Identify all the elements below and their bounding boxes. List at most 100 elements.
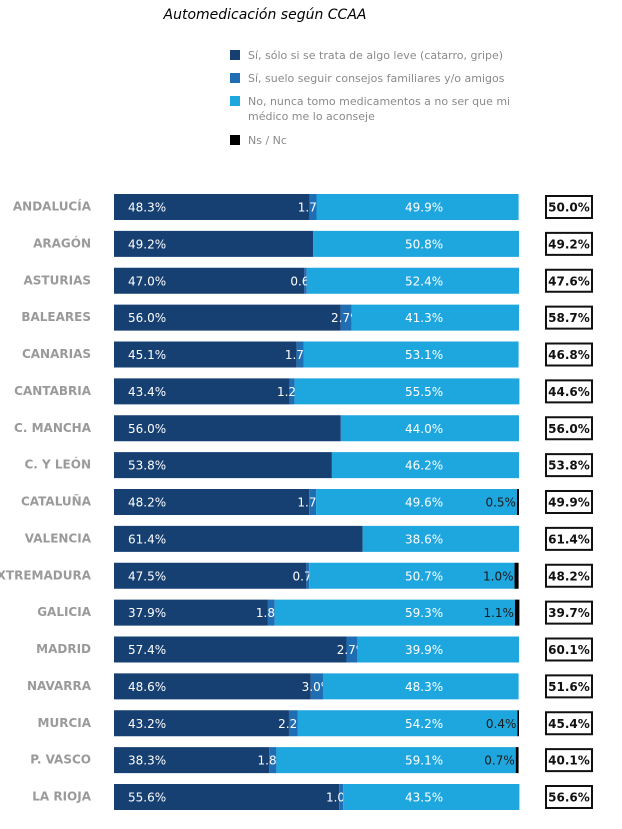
chart-title: Automedicación según CCAA [163,7,367,23]
bar-segment [331,452,519,479]
value-label: 61.4% [128,532,166,546]
value-label: 59.3% [405,606,443,620]
total-label: 49.9% [548,496,590,510]
bar-segment [269,747,277,774]
total-box [545,231,593,256]
category-label: ARAGÓN [33,235,91,250]
bar-segment [346,636,358,663]
bar-segment [114,452,332,479]
value-label: 54.2% [405,717,443,731]
bar-segment [276,747,516,774]
value-label: 1.1% [483,606,514,620]
value-label: 50.8% [405,237,443,251]
bar-segment [114,673,311,700]
category-label: P. VASCO [30,753,91,767]
legend-label: Sí, suelo seguir consejos familiares y/o… [248,72,505,85]
bar-segment [114,784,340,810]
category-label: CANARIAS [22,347,91,361]
value-label: 46.2% [405,459,443,473]
bar-segment [303,341,519,368]
legend-item: No, nunca tomo medicamentos a no ser que… [230,94,518,124]
bar-segment [316,489,517,515]
category-label: C. Y LEÓN [25,457,92,472]
legend-item: Sí, suelo seguir consejos familiares y/o… [230,71,518,86]
bar-segment [516,489,519,515]
value-label: 55.5% [405,385,443,399]
total-label: 51.6% [548,680,590,694]
total-label: 39.7% [548,606,590,620]
value-label: 0.7% [484,754,515,768]
legend-label: No, nunca tomo medicamentos a no ser que… [248,95,511,123]
bar-segment [114,562,307,589]
bar-segment [274,599,515,626]
bar-segment [114,599,268,626]
total-box [545,563,593,588]
value-label: 37.9% [128,606,166,620]
value-label: 45.1% [128,348,166,362]
category-label: MADRID [36,642,91,656]
total-box [545,526,593,551]
value-label: 47.0% [128,274,166,288]
legend-label: Sí, sólo si se trata de algo leve (catar… [248,49,504,62]
total-label: 48.2% [548,569,590,583]
value-label: 59.1% [405,754,443,768]
total-label: 60.1% [548,643,590,657]
total-label: 47.6% [548,274,590,288]
total-box [545,195,593,219]
value-label: 44.0% [405,422,443,436]
value-label: 48.6% [128,680,166,694]
value-label: 53.1% [405,348,443,362]
total-label: 45.4% [548,717,590,731]
bar-segment [114,341,297,368]
bar-segment [114,378,290,405]
value-label: 38.6% [405,532,443,546]
legend-swatch [230,50,240,60]
value-label: 56.0% [128,311,166,325]
legend-item: Sí, sólo si se trata de algo leve (catar… [230,48,518,63]
value-label: 39.9% [405,643,443,657]
bar-segment [267,599,275,626]
total-label: 58.7% [548,311,590,325]
bar-segment [114,304,341,331]
total-label: 56.0% [548,422,590,436]
category-label: EXTREMADURA [0,568,92,582]
bar-segment [296,341,304,368]
bar-segment [288,710,298,737]
legend-swatch [230,96,240,106]
bar-segment [316,194,519,220]
bar-segment [517,710,519,737]
bar-segment [114,747,270,774]
total-label: 56.6% [548,791,590,805]
bar-segment [322,673,519,700]
value-label: 55.6% [128,791,166,805]
bar-segment [114,194,310,220]
category-label: CATALUÑA [21,494,92,509]
total-box [545,674,593,699]
legend-label: Ns / Nc [248,134,287,147]
bar-segment [304,267,307,294]
total-label: 61.4% [548,532,590,546]
bar-segment [306,562,310,589]
value-label: 47.5% [128,569,166,583]
bar-segment [351,304,519,331]
category-label: VALENCIA [25,531,92,545]
value-label: 48.3% [128,201,166,215]
bar-segment [340,415,519,442]
bar-segment [343,784,520,810]
total-label: 40.1% [548,754,590,768]
total-box [545,748,593,773]
total-box [545,637,593,662]
category-label: GALICIA [37,605,92,619]
bar-segment [313,230,519,257]
category-label: MURCIA [38,716,92,730]
bar-segment [114,489,310,515]
bar-segment [362,525,519,552]
bar-segment [306,267,519,294]
total-label: 46.8% [548,348,590,362]
legend-swatch [230,135,240,145]
bar-segment [514,562,519,589]
bar-segment [114,525,363,552]
total-label: 44.6% [548,385,590,399]
category-label: C. MANCHA [14,421,92,435]
category-label: LA RIOJA [32,790,91,804]
